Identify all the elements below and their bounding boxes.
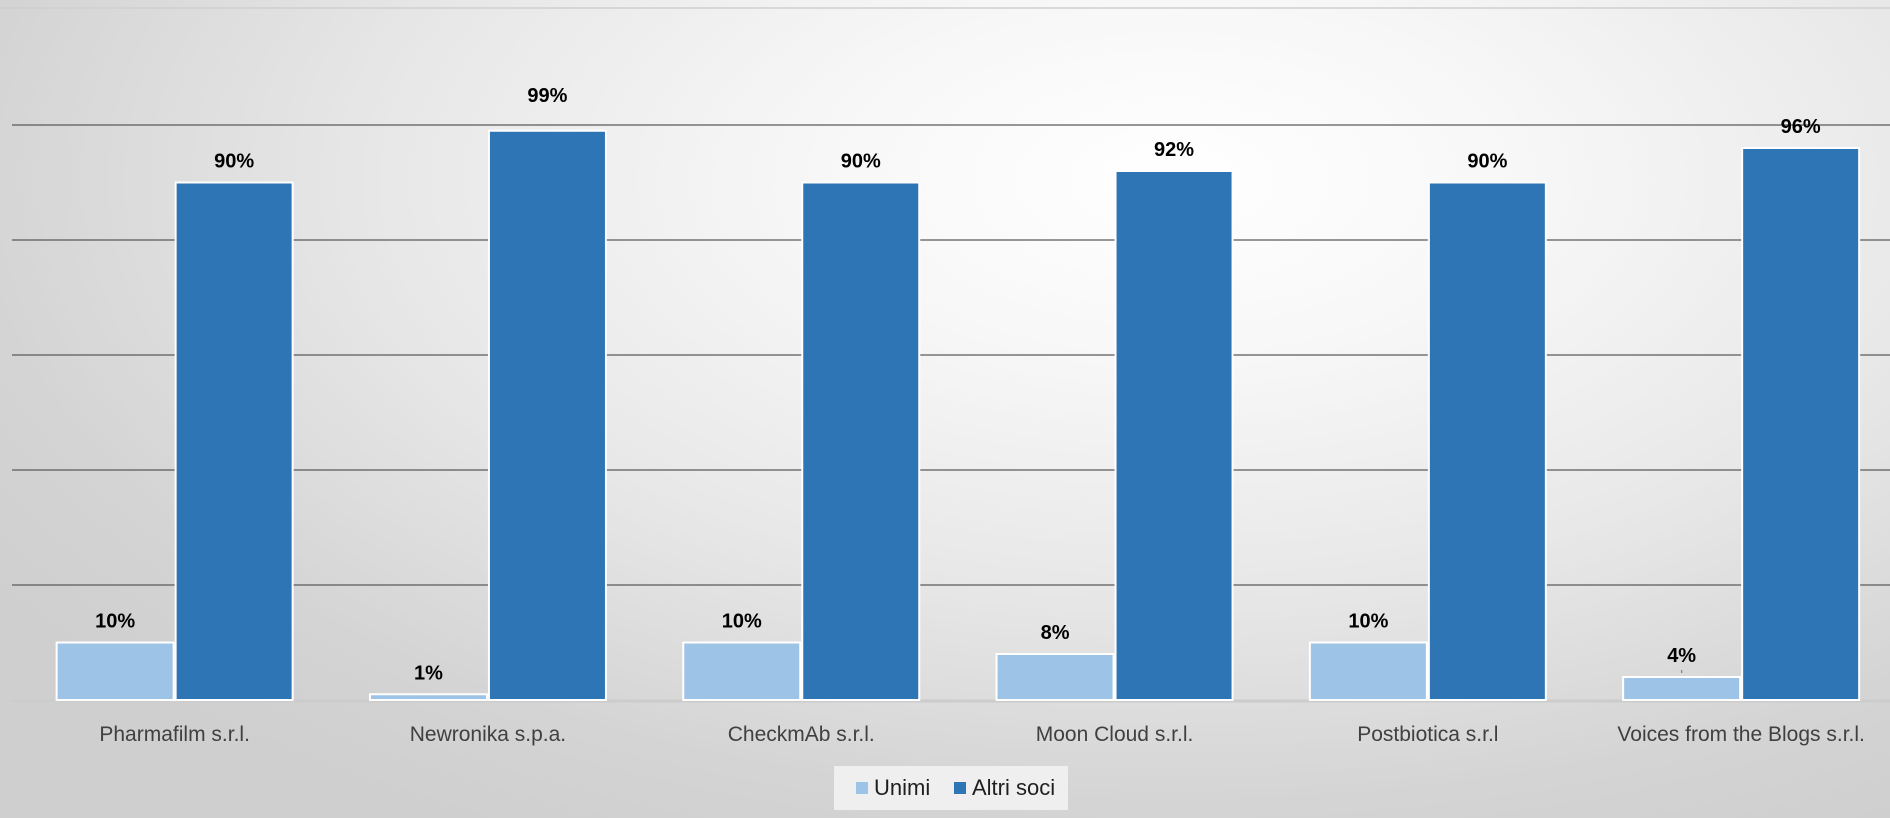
- category-label: Postbiotica s.r.l: [1357, 723, 1498, 746]
- data-label: 90%: [1467, 151, 1507, 173]
- category-label: CheckmAb s.r.l.: [728, 723, 875, 746]
- data-label: 4%: [1667, 645, 1696, 667]
- bar-altri-soci: [801, 181, 921, 701]
- data-label: 96%: [1781, 116, 1821, 138]
- bar-unimi: [368, 693, 488, 701]
- legend-label: Altri soci: [972, 775, 1055, 800]
- bar-unimi: [1622, 676, 1742, 701]
- data-label: 10%: [95, 611, 135, 633]
- bar-unimi: [1308, 641, 1428, 701]
- data-label: 10%: [722, 611, 762, 633]
- legend-box: [834, 766, 1068, 810]
- data-label: 99%: [527, 85, 567, 107]
- category-label: Voices from the Blogs s.r.l.: [1617, 723, 1864, 746]
- legend-swatch: [856, 782, 868, 794]
- bar-altri-soci: [1427, 181, 1547, 701]
- bar-altri-soci: [174, 181, 294, 701]
- category-labels: Pharmafilm s.r.l. Newronika s.p.a. CheckmA…: [99, 723, 1864, 746]
- data-label: 90%: [841, 151, 881, 173]
- data-labels: 10% 90% 1% 99% 10% 90% 8% 92% 10% 90% 4% 96%: [95, 85, 1821, 684]
- bar-unimi: [55, 641, 175, 701]
- bars: [55, 129, 1861, 701]
- legend-label: Unimi: [874, 775, 930, 800]
- category-label: Newronika s.p.a.: [410, 723, 566, 746]
- data-label: 10%: [1348, 611, 1388, 633]
- gridlines: [0, 7, 1890, 703]
- category-label: Moon Cloud s.r.l.: [1036, 723, 1194, 746]
- bar-unimi: [995, 653, 1115, 701]
- data-label: 1%: [414, 662, 443, 684]
- legend: Unimi Altri soci: [834, 766, 1068, 810]
- data-label: 92%: [1154, 139, 1194, 161]
- data-label: 90%: [214, 151, 254, 173]
- bar-altri-soci: [1741, 147, 1861, 701]
- legend-swatch: [954, 782, 966, 794]
- bar-altri-soci: [1114, 170, 1234, 701]
- category-label: Pharmafilm s.r.l.: [99, 723, 250, 746]
- data-label: 8%: [1041, 622, 1070, 644]
- bar-unimi: [682, 641, 802, 701]
- bar-altri-soci: [487, 129, 607, 701]
